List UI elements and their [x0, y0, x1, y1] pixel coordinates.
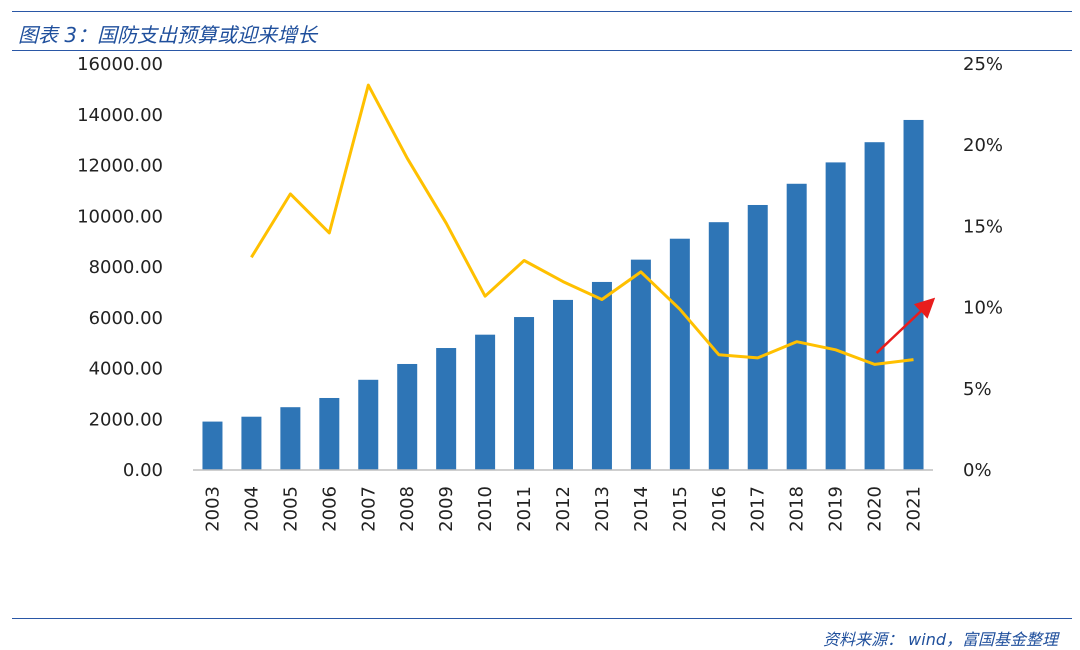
x-tick-label: 2013	[592, 486, 613, 532]
x-tick-label: 2018	[787, 486, 808, 532]
x-tick-label: 2011	[514, 486, 535, 532]
bar-2017	[747, 204, 768, 470]
bar-2004	[241, 416, 262, 470]
x-tick-label: 2007	[358, 486, 379, 532]
figure-title: 图表 3：国防支出预算或迎来增长	[18, 23, 318, 47]
x-tick-label: 2015	[670, 486, 691, 532]
source-note: 资料来源： wind，富国基金整理	[823, 630, 1058, 649]
x-axis-ticks: 2003 2004 2005 2006 2007 2008 2009 2010 2011 2012…	[202, 486, 924, 532]
bar-2007	[358, 379, 379, 470]
top-rule	[12, 11, 1072, 12]
bar-2005	[280, 407, 301, 470]
x-tick-label: 2016	[709, 486, 730, 532]
y2-tick-label: 25%	[963, 54, 1003, 75]
bar-2020	[864, 142, 885, 470]
x-tick-label: 2005	[280, 486, 301, 532]
y2-tick-label: 15%	[963, 216, 1003, 237]
y2-tick-label: 0%	[963, 460, 992, 481]
y-axis-right-ticks: 0% 5% 10% 15% 20% 25%	[963, 54, 1003, 481]
bar-2003	[202, 421, 223, 470]
y-tick-label: 2000.00	[89, 409, 163, 430]
title-rule	[12, 50, 1072, 51]
x-tick-label: 2014	[631, 486, 652, 532]
y2-tick-label: 20%	[963, 135, 1003, 156]
x-tick-label: 2019	[826, 486, 847, 532]
bottom-rule	[12, 618, 1072, 619]
y2-tick-label: 10%	[963, 298, 1003, 319]
y-tick-label: 16000.00	[77, 54, 163, 75]
bar-series	[202, 119, 924, 471]
x-tick-label: 2017	[748, 486, 769, 532]
x-tick-label: 2020	[865, 486, 886, 532]
y-axis-left-ticks: 0.00 2000.00 4000.00 6000.00 8000.00 10000.00…	[77, 54, 163, 481]
y-tick-label: 10000.00	[77, 206, 163, 227]
bar-2021	[903, 119, 924, 470]
bar-2016	[708, 222, 729, 470]
bar-2019	[825, 162, 846, 471]
y-tick-label: 8000.00	[89, 257, 163, 278]
x-tick-label: 2003	[202, 486, 223, 532]
y2-tick-label: 5%	[963, 379, 992, 400]
bar-2013	[591, 281, 612, 470]
bar-2014	[630, 259, 651, 470]
x-tick-label: 2010	[475, 486, 496, 532]
bar-2008	[397, 363, 418, 470]
bar-2012	[553, 299, 573, 470]
bar-2009	[436, 348, 457, 470]
bar-2006	[319, 397, 340, 470]
y-tick-label: 6000.00	[89, 308, 163, 329]
bar-2018	[786, 183, 807, 470]
growth-line-series	[250, 83, 914, 366]
x-tick-label: 2009	[436, 486, 457, 532]
growth-line	[250, 83, 914, 366]
x-tick-label: 2008	[397, 486, 418, 532]
red-arrow-annotation	[875, 297, 936, 354]
x-tick-label: 2006	[319, 486, 340, 532]
x-tick-label: 2004	[241, 486, 262, 532]
x-tick-label: 2021	[904, 486, 925, 532]
bar-2011	[514, 317, 535, 470]
y-tick-label: 4000.00	[89, 359, 163, 380]
bar-2010	[475, 334, 496, 470]
annotation-layer	[875, 297, 936, 354]
x-tick-label: 2012	[553, 486, 574, 532]
y-tick-label: 0.00	[123, 460, 163, 481]
y-tick-label: 14000.00	[77, 105, 163, 126]
y-tick-label: 12000.00	[77, 156, 163, 177]
bar-2015	[669, 238, 690, 470]
